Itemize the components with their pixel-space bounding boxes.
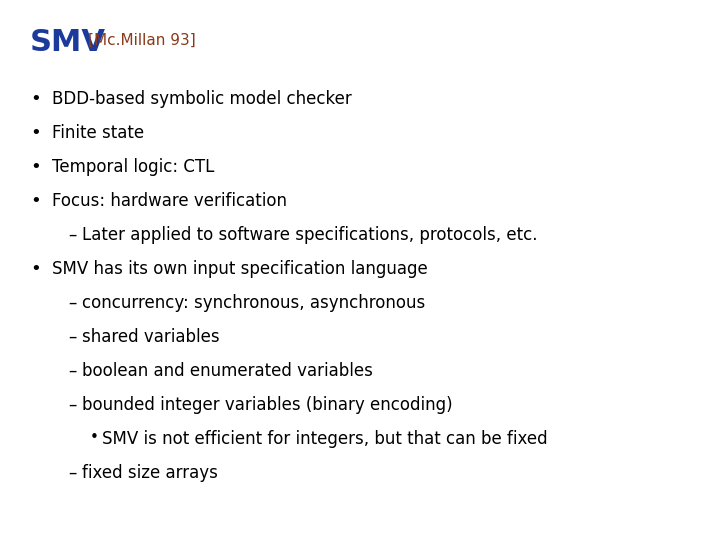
Text: •: •: [30, 192, 41, 210]
Text: Finite state: Finite state: [52, 124, 144, 142]
Text: •: •: [30, 124, 41, 142]
Text: SMV is not efficient for integers, but that can be fixed: SMV is not efficient for integers, but t…: [102, 430, 548, 448]
Text: –: –: [68, 396, 76, 414]
Text: –: –: [68, 464, 76, 482]
Text: Later applied to software specifications, protocols, etc.: Later applied to software specifications…: [82, 226, 538, 244]
Text: boolean and enumerated variables: boolean and enumerated variables: [82, 362, 373, 380]
Text: –: –: [68, 328, 76, 346]
Text: fixed size arrays: fixed size arrays: [82, 464, 218, 482]
Text: –: –: [68, 362, 76, 380]
Text: SMV has its own input specification language: SMV has its own input specification lang…: [52, 260, 428, 278]
Text: Focus: hardware verification: Focus: hardware verification: [52, 192, 287, 210]
Text: •: •: [30, 158, 41, 176]
Text: •: •: [30, 260, 41, 278]
Text: Temporal logic: CTL: Temporal logic: CTL: [52, 158, 215, 176]
Text: –: –: [68, 226, 76, 244]
Text: shared variables: shared variables: [82, 328, 220, 346]
Text: [Mc.Millan 93]: [Mc.Millan 93]: [88, 33, 196, 48]
Text: bounded integer variables (binary encoding): bounded integer variables (binary encodi…: [82, 396, 453, 414]
Text: SMV: SMV: [30, 28, 106, 57]
Text: concurrency: synchronous, asynchronous: concurrency: synchronous, asynchronous: [82, 294, 426, 312]
Text: •: •: [90, 430, 99, 445]
Text: BDD-based symbolic model checker: BDD-based symbolic model checker: [52, 90, 352, 108]
Text: •: •: [30, 90, 41, 108]
Text: –: –: [68, 294, 76, 312]
